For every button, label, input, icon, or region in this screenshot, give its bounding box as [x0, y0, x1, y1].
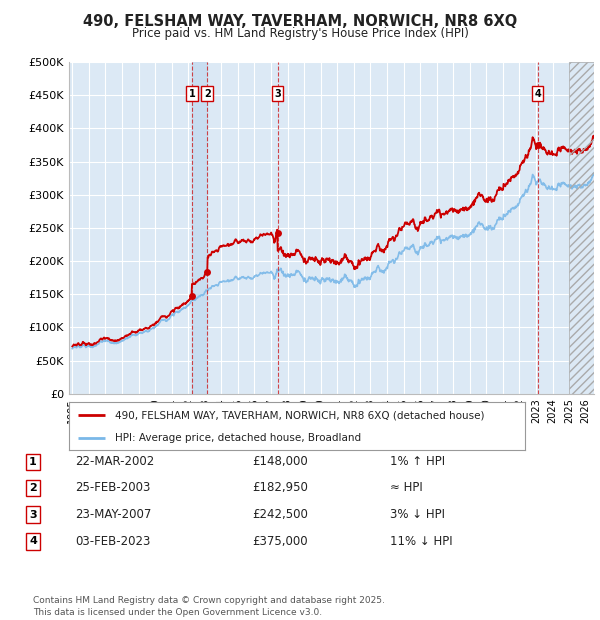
Text: Contains HM Land Registry data © Crown copyright and database right 2025.
This d: Contains HM Land Registry data © Crown c… [33, 596, 385, 617]
Text: 1: 1 [29, 457, 37, 467]
Text: 23-MAY-2007: 23-MAY-2007 [75, 508, 151, 521]
Text: 2: 2 [29, 483, 37, 493]
Text: 03-FEB-2023: 03-FEB-2023 [75, 535, 151, 547]
Bar [192, 62, 207, 394]
Bar [569, 62, 594, 394]
Text: 22-MAR-2002: 22-MAR-2002 [75, 456, 154, 468]
Text: ≈ HPI: ≈ HPI [390, 482, 423, 494]
Text: 25-FEB-2003: 25-FEB-2003 [75, 482, 151, 494]
Text: £375,000: £375,000 [252, 535, 308, 547]
Text: 490, FELSHAM WAY, TAVERHAM, NORWICH, NR8 6XQ: 490, FELSHAM WAY, TAVERHAM, NORWICH, NR8… [83, 14, 517, 29]
Text: 3: 3 [29, 510, 37, 520]
Text: 3% ↓ HPI: 3% ↓ HPI [390, 508, 445, 521]
Text: 4: 4 [534, 89, 541, 99]
Text: HPI: Average price, detached house, Broadland: HPI: Average price, detached house, Broa… [115, 433, 361, 443]
Text: 1% ↑ HPI: 1% ↑ HPI [390, 456, 445, 468]
Text: 4: 4 [29, 536, 37, 546]
Text: £148,000: £148,000 [252, 456, 308, 468]
Text: 3: 3 [274, 89, 281, 99]
Text: Price paid vs. HM Land Registry's House Price Index (HPI): Price paid vs. HM Land Registry's House … [131, 27, 469, 40]
Text: £182,950: £182,950 [252, 482, 308, 494]
Text: 490, FELSHAM WAY, TAVERHAM, NORWICH, NR8 6XQ (detached house): 490, FELSHAM WAY, TAVERHAM, NORWICH, NR8… [115, 410, 484, 420]
Text: 2: 2 [204, 89, 211, 99]
Text: £242,500: £242,500 [252, 508, 308, 521]
Text: 1: 1 [188, 89, 195, 99]
Text: 11% ↓ HPI: 11% ↓ HPI [390, 535, 452, 547]
